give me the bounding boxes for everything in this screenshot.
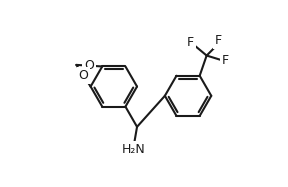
Text: F: F (187, 36, 194, 49)
Text: O: O (84, 59, 94, 72)
Text: H₂N: H₂N (122, 143, 145, 156)
Text: F: F (222, 54, 229, 67)
Text: F: F (215, 34, 222, 47)
Text: O: O (79, 69, 88, 82)
